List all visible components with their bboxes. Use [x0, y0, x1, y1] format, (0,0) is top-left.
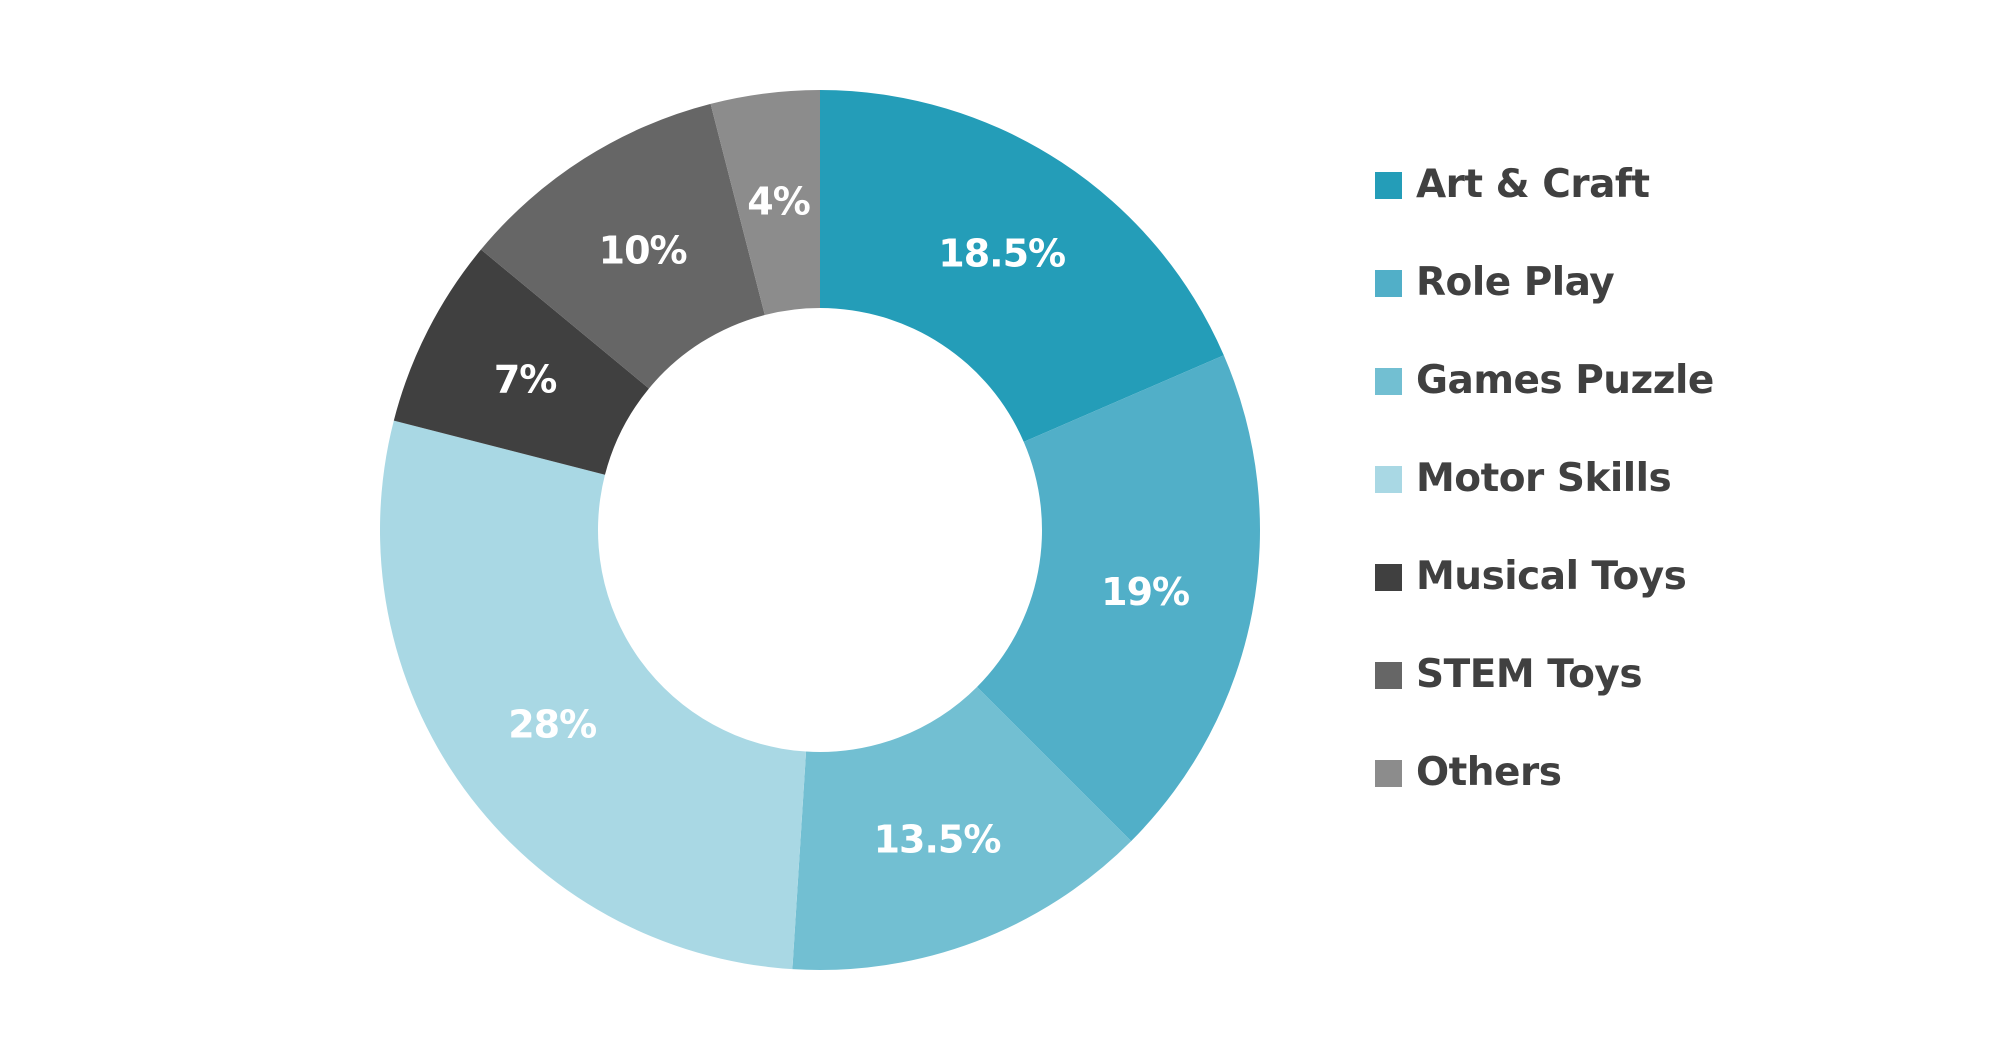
legend-item-art-craft: Art & Craft: [1375, 155, 1975, 253]
legend-item-role-play: Role Play: [1375, 253, 1975, 351]
legend-item-others: Others: [1375, 743, 1975, 841]
legend-item-games-puzzle: Games Puzzle: [1375, 351, 1975, 449]
legend-swatch-icon: [1375, 368, 1402, 395]
data-label: 7%: [494, 358, 557, 402]
legend-label: Motor Skills: [1416, 456, 1672, 501]
legend-label: Musical Toys: [1416, 554, 1687, 599]
legend-label: Art & Craft: [1416, 162, 1650, 207]
legend-swatch-icon: [1375, 270, 1402, 297]
legend-item-musical-toys: Musical Toys: [1375, 547, 1975, 645]
legend-swatch-icon: [1375, 466, 1402, 493]
legend-label: Role Play: [1416, 260, 1615, 305]
legend-swatch-icon: [1375, 662, 1402, 689]
donut-slice-art-craft: [820, 90, 1224, 442]
donut-slice-motor-skills: [379, 420, 807, 970]
data-label: 13.5%: [874, 818, 1001, 862]
legend-label: STEM Toys: [1416, 652, 1643, 697]
donut-data-labels: 18.5% 19% 13.5% 28% 7% 10% 4%: [494, 180, 1190, 862]
data-label: 28%: [508, 703, 596, 747]
legend-item-motor-skills: Motor Skills: [1375, 449, 1975, 547]
legend-item-stem-toys: STEM Toys: [1375, 645, 1975, 743]
donut-slice-role-play: [976, 355, 1260, 842]
legend-label: Others: [1416, 750, 1562, 795]
donut-slices: [379, 90, 1260, 970]
legend-swatch-icon: [1375, 564, 1402, 591]
data-label: 19%: [1101, 570, 1189, 614]
donut-slice-musical-toys: [393, 249, 649, 475]
legend-swatch-icon: [1375, 172, 1402, 199]
donut-slice-games-puzzle: [792, 686, 1132, 970]
data-label: 18.5%: [938, 231, 1065, 275]
chart-legend: Art & Craft Role Play Games Puzzle Motor…: [1375, 155, 1975, 841]
legend-swatch-icon: [1375, 760, 1402, 787]
legend-label: Games Puzzle: [1416, 358, 1714, 403]
data-label: 10%: [599, 229, 687, 273]
donut-slice-others: [710, 90, 820, 315]
data-label: 4%: [747, 180, 810, 224]
donut-slice-stem-toys: [480, 103, 765, 389]
